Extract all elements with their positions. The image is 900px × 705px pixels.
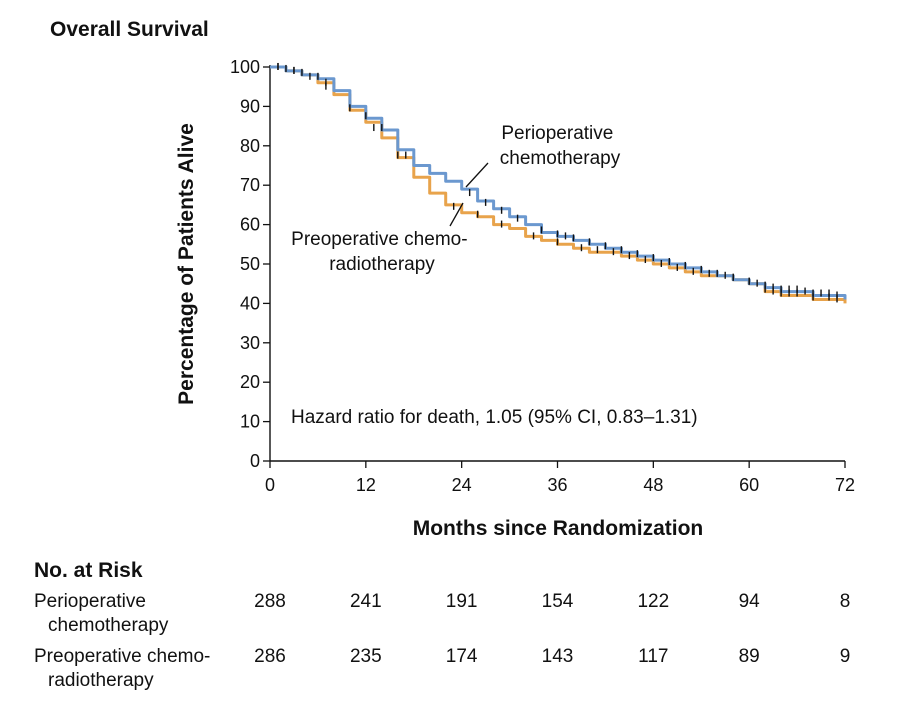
series-label-preoperative: Preoperative chemo- radiotherapy	[291, 229, 473, 275]
x-tick-label: 12	[356, 475, 376, 495]
x-tick-label: 24	[452, 475, 472, 495]
x-tick-label: 48	[643, 475, 663, 495]
y-tick-label: 50	[240, 254, 260, 274]
risk-value: 288	[254, 591, 286, 612]
risk-value: 8	[839, 591, 851, 612]
risk-value: 117	[638, 646, 669, 667]
y-tick-label: 20	[240, 372, 260, 392]
x-tick-label: 60	[739, 475, 759, 495]
y-tick-label: 70	[240, 175, 260, 195]
leader-line-preoperative	[449, 202, 464, 227]
series-label-perioperative: Perioperative chemotherapy	[500, 123, 621, 169]
y-axis-label: Percentage of Patients Alive	[175, 123, 198, 405]
risk-value: 286	[254, 646, 286, 667]
x-tick-label: 0	[265, 475, 275, 495]
risk-value: 9	[839, 646, 851, 667]
chart-title: Overall Survival	[50, 18, 209, 41]
y-tick-label: 60	[240, 215, 260, 235]
risk-value: 174	[445, 646, 478, 667]
risk-value: 94	[738, 591, 760, 612]
risk-value: 89	[738, 646, 760, 667]
x-tick-label: 36	[547, 475, 567, 495]
risk-value: 143	[541, 646, 574, 667]
axis-ticks: 0 10 20 30 40 50 60 70 80 90 100 0 12 24 36 48 60 72	[230, 57, 855, 495]
risk-row-label-perioperative: Perioperative chemotherapy	[34, 591, 169, 636]
risk-value: 241	[349, 591, 382, 612]
y-tick-label: 10	[240, 412, 260, 432]
risk-value: 154	[541, 591, 574, 612]
y-tick-label: 100	[230, 57, 260, 77]
y-tick-label: 90	[240, 96, 260, 116]
risk-table-title: No. at Risk	[34, 559, 143, 582]
hazard-ratio-annotation: Hazard ratio for death, 1.05 (95% CI, 0.…	[291, 407, 698, 428]
risk-row-label-preoperative: Preoperative chemo- radiotherapy	[34, 646, 211, 691]
km-chart: Overall Survival 01020304050607080901000…	[50, 18, 855, 540]
risk-value: 235	[349, 646, 382, 667]
leader-line-perioperative	[465, 162, 489, 188]
risk-value: 122	[637, 591, 670, 612]
x-axis-label: Months since Randomization	[413, 517, 704, 540]
risk-value: 191	[445, 591, 478, 612]
y-tick-label: 0	[250, 451, 260, 471]
y-tick-label: 40	[240, 293, 260, 313]
y-tick-label: 80	[240, 136, 260, 156]
x-tick-label: 72	[835, 475, 855, 495]
y-tick-label: 30	[240, 333, 260, 353]
censor-marks	[277, 62, 838, 303]
